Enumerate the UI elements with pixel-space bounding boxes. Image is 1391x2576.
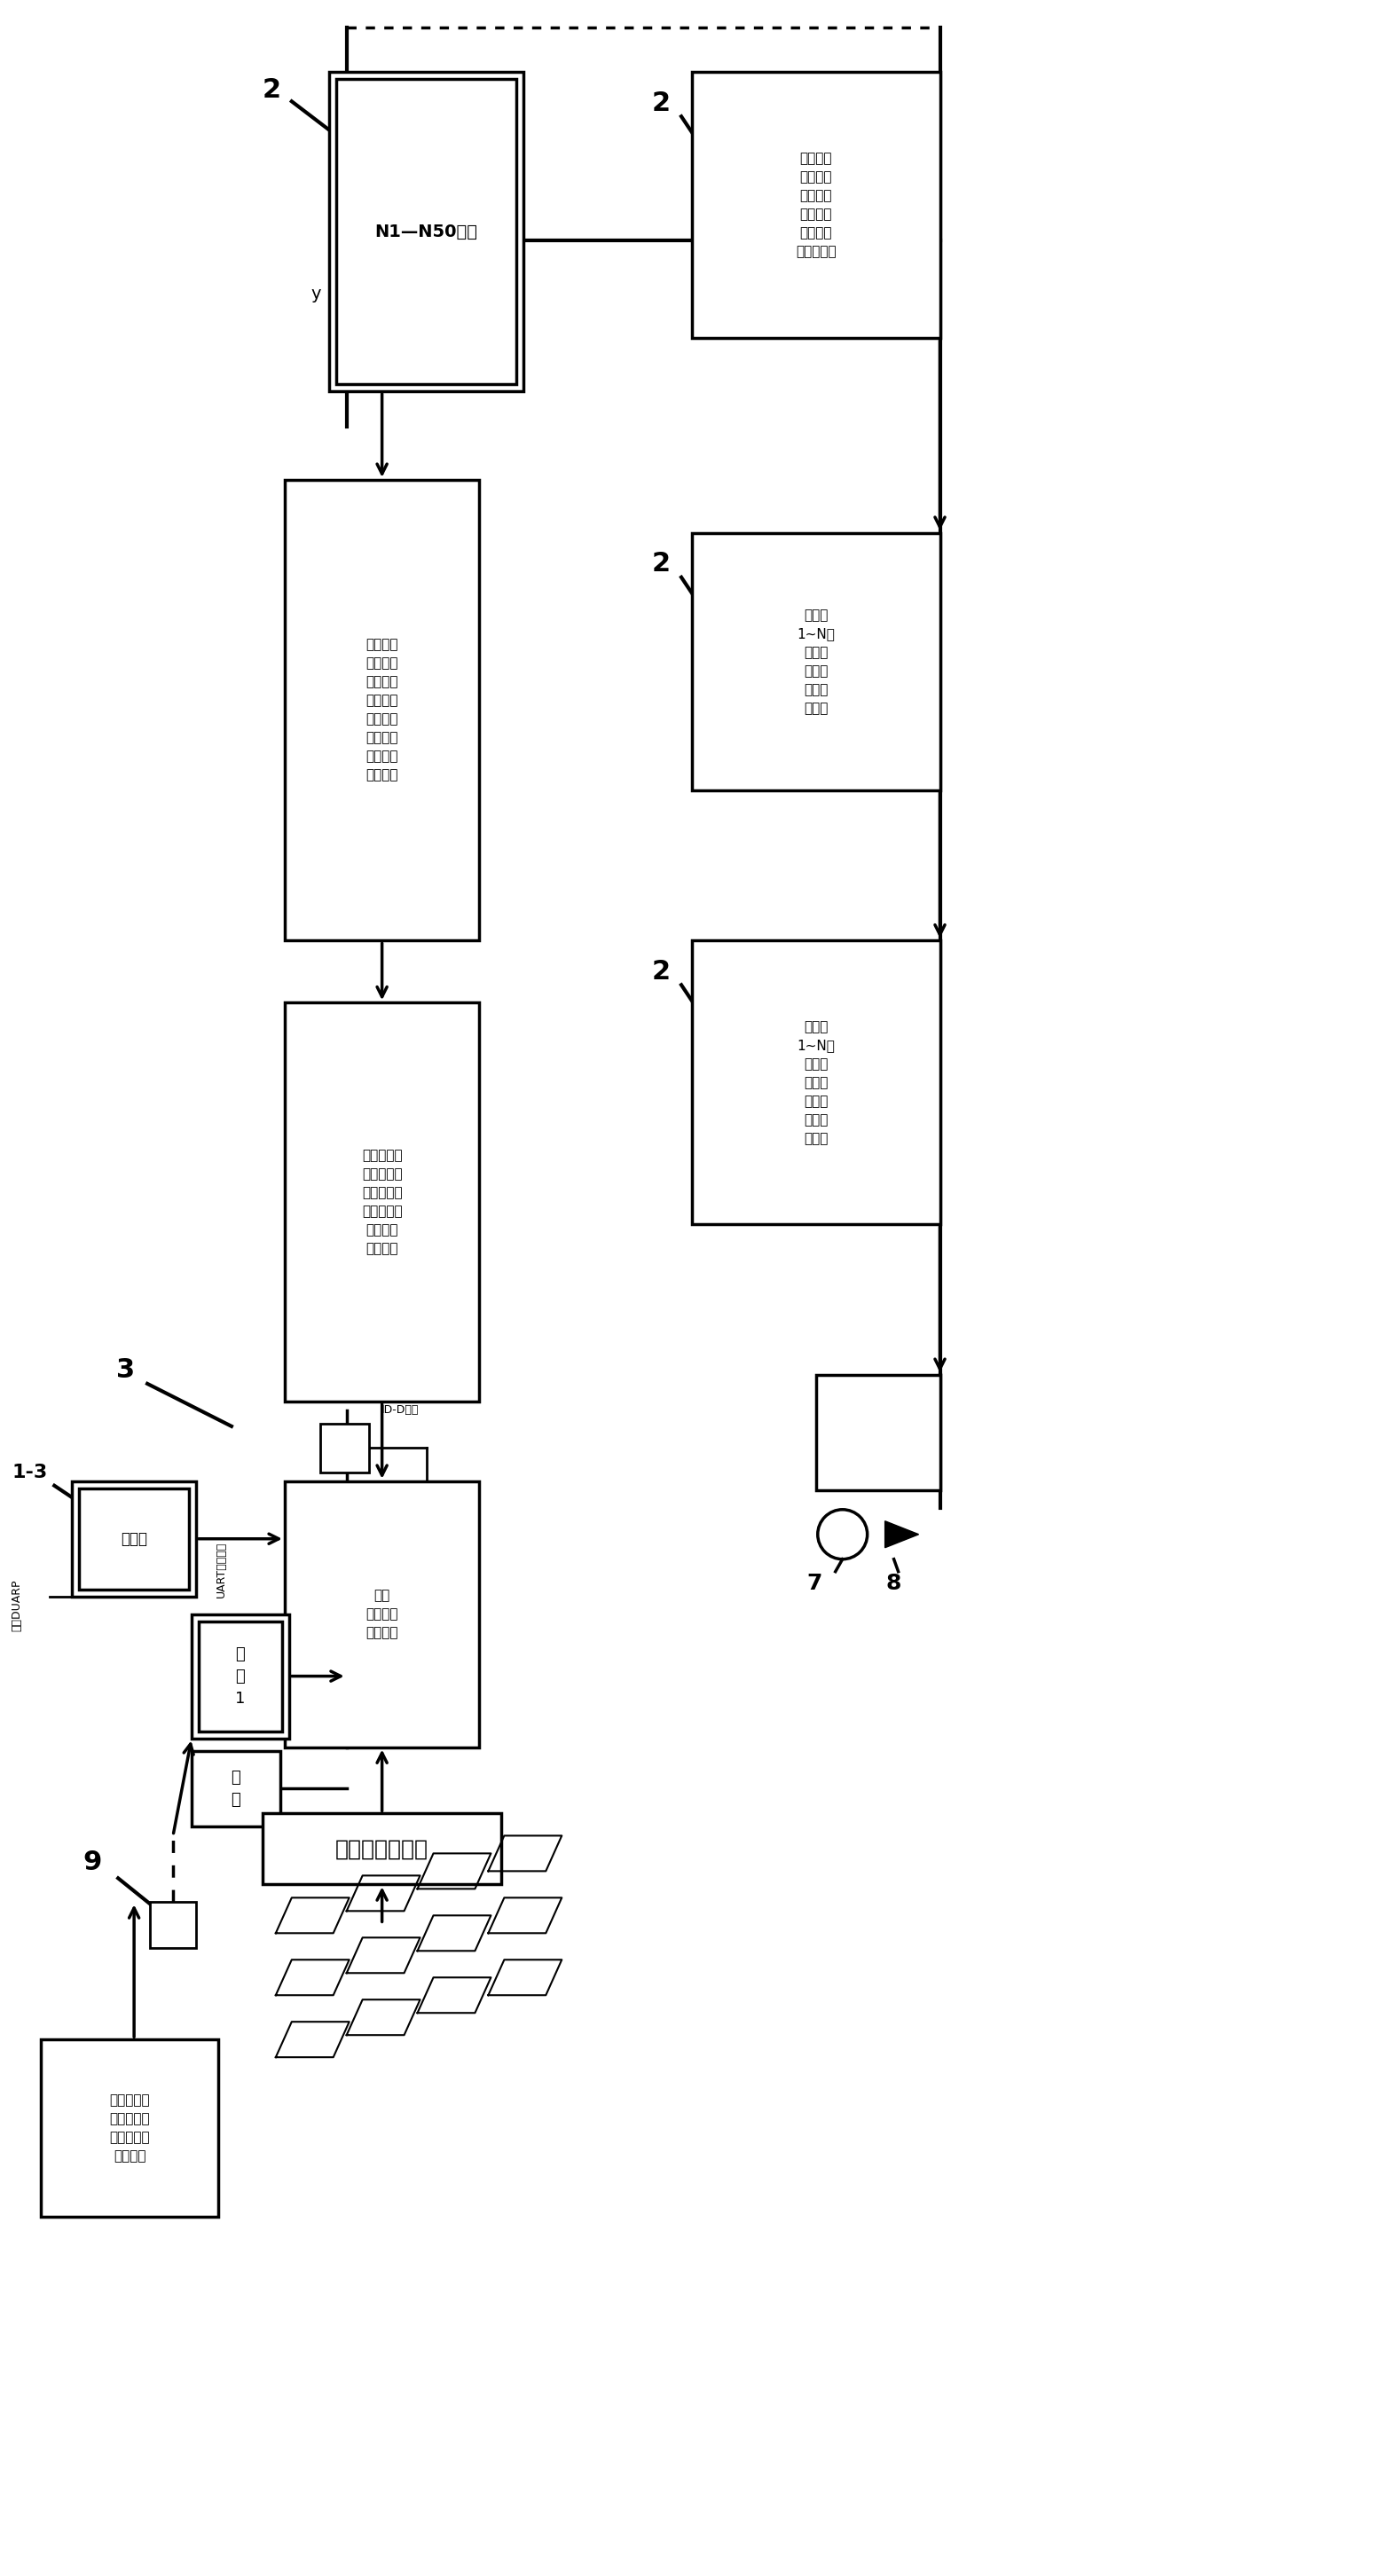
Polygon shape [488, 1837, 562, 1870]
Text: 7: 7 [807, 1571, 822, 1595]
Text: 节点
管理局层
控制模块: 节点 管理局层 控制模块 [366, 1589, 398, 1638]
Text: 电、在
1~N传
感器节
点到中
继节点
组织网
络发送: 电、在 1~N传 感器节 点到中 继节点 组织网 络发送 [797, 1020, 835, 1144]
Bar [320, 1425, 369, 1473]
Text: 2: 2 [651, 958, 670, 984]
Text: ID-D接口: ID-D接口 [381, 1404, 419, 1417]
Text: 1-3: 1-3 [11, 1463, 47, 1481]
Polygon shape [275, 1899, 349, 1932]
Bar [199, 1620, 282, 1731]
Polygon shape [417, 1978, 491, 2012]
Bar [263, 1814, 502, 1886]
Polygon shape [417, 1852, 491, 1888]
Text: 轮对温度压力表: 轮对温度压力表 [335, 1839, 428, 1860]
Text: 3: 3 [115, 1358, 135, 1383]
Polygon shape [885, 1520, 918, 1548]
Polygon shape [346, 1875, 420, 1911]
Text: N1—N50节车: N1—N50节车 [374, 224, 477, 240]
Text: 采
集: 采 集 [231, 1770, 241, 1808]
Polygon shape [346, 1999, 420, 2035]
Bar [337, 80, 516, 384]
Text: UART串口通信: UART串口通信 [216, 1543, 227, 1597]
Bar [285, 1481, 480, 1747]
Text: 采、在
1~N节
传感节
点收集
数据和
处理占: 采、在 1~N节 传感节 点收集 数据和 处理占 [797, 608, 835, 714]
Bar [72, 1481, 196, 1597]
Bar [150, 1901, 196, 1947]
Polygon shape [488, 1899, 562, 1932]
Text: 2: 2 [651, 551, 670, 577]
Text: y: y [310, 286, 321, 301]
Bar [192, 1615, 289, 1739]
Text: 工作站: 工作站 [121, 1530, 147, 1546]
Text: 数据压缩
上报处理
数据处理
温度报警
超出标准
差半径告
警和阈值
报警控制: 数据压缩 上报处理 数据处理 温度报警 超出标准 差半径告 警和阈值 报警控制 [366, 639, 398, 783]
Polygon shape [346, 1937, 420, 1973]
Bar [691, 940, 940, 1224]
Bar [817, 1376, 940, 1489]
Text: 8: 8 [886, 1571, 901, 1595]
Text: 数字滤波
数据识别
层、采集
和保护层
上传保护
组织网络层: 数字滤波 数据识别 层、采集 和保护层 上传保护 组织网络层 [796, 152, 836, 258]
Text: 9: 9 [83, 1850, 102, 1875]
Text: 节
点
1: 节 点 1 [235, 1646, 245, 1705]
Text: 2: 2 [262, 77, 281, 103]
Text: 2: 2 [651, 90, 670, 116]
Bar [192, 1752, 280, 1826]
Bar [691, 72, 940, 337]
Bar [42, 2040, 218, 2218]
Bar [79, 1489, 189, 1589]
Polygon shape [488, 1960, 562, 1996]
Bar [328, 72, 523, 392]
Text: 能耗均衡拓
扑控制、划
分、判断优
化、系统路
由优化和
数据处理: 能耗均衡拓 扑控制、划 分、判断优 化、系统路 由优化和 数据处理 [362, 1149, 402, 1255]
Bar [285, 479, 480, 940]
Polygon shape [417, 1917, 491, 1950]
Polygon shape [275, 2022, 349, 2058]
Bar [285, 1002, 480, 1401]
Polygon shape [275, 1960, 349, 1996]
Bar [691, 533, 940, 791]
Text: 传感器节点
温度传感器
气压传感器
电池一个: 传感器节点 温度传感器 气压传感器 电池一个 [110, 2094, 150, 2164]
Text: 调度DUARP: 调度DUARP [11, 1579, 22, 1631]
